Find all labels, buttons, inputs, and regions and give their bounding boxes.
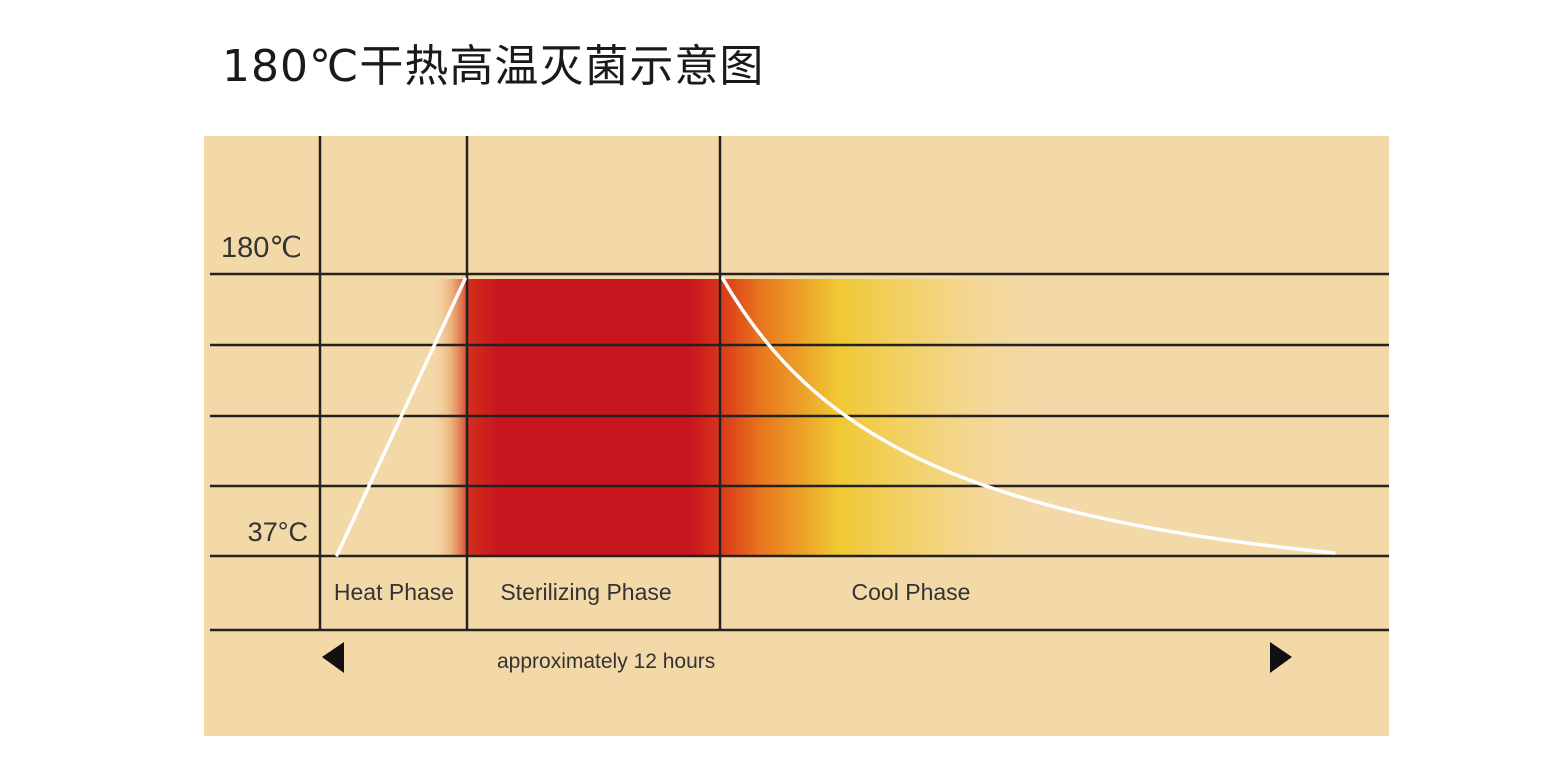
arrow-right-icon xyxy=(1270,642,1292,673)
sterilization-diagram: 180℃ 37°C Heat Phase Sterilizing Phase C… xyxy=(204,136,1389,736)
phase-label-sterilizing: Sterilizing Phase xyxy=(500,579,671,605)
phase-label-heat: Heat Phase xyxy=(334,579,454,605)
horizontal-grid xyxy=(210,272,1389,632)
page-title: 180℃干热高温灭菌示意图 xyxy=(222,41,765,92)
duration-label: approximately 12 hours xyxy=(497,650,715,673)
temperature-curve xyxy=(335,277,1336,557)
temp-label-high: 180℃ xyxy=(221,232,302,264)
temp-label-low: 37°C xyxy=(248,517,308,547)
vertical-dividers xyxy=(318,136,722,630)
arrow-left-icon xyxy=(322,642,344,673)
phase-label-cool: Cool Phase xyxy=(852,579,971,605)
